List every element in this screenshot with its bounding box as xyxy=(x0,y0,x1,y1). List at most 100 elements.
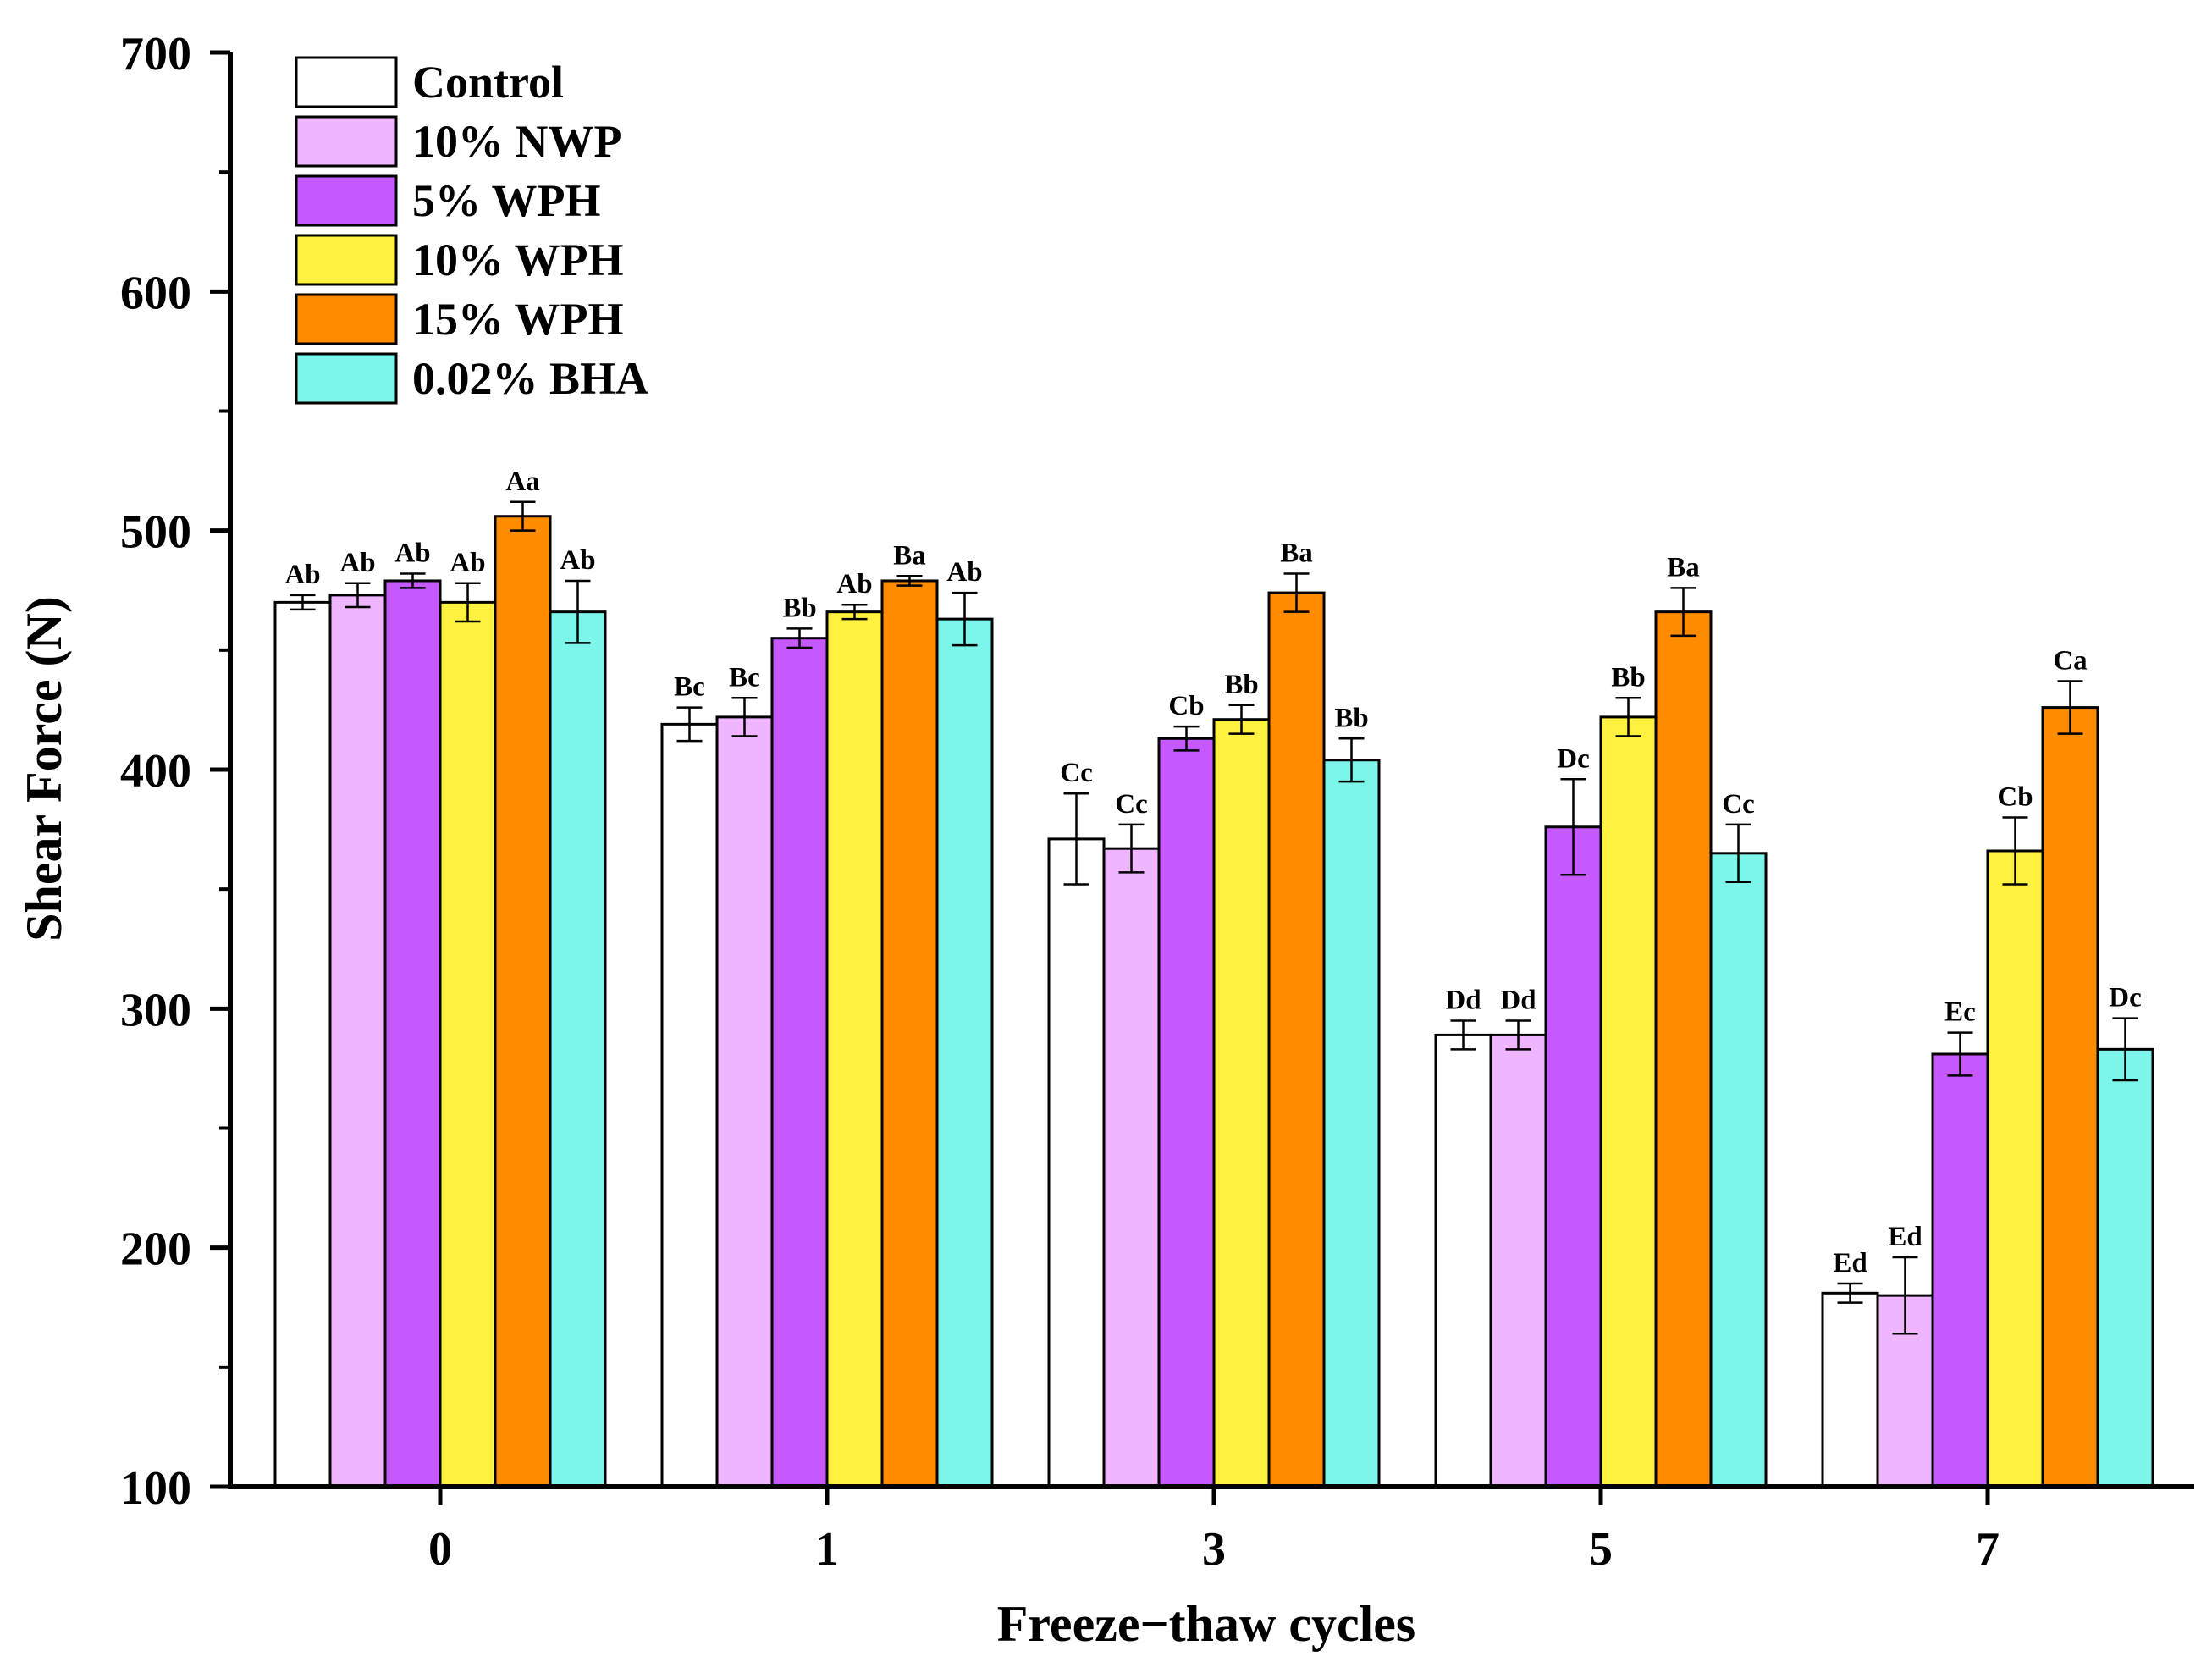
bar-0-02-bha-0 xyxy=(549,610,607,1488)
significance-label: Ed xyxy=(1833,1248,1867,1278)
significance-label: Ab xyxy=(339,548,375,578)
error-bar xyxy=(565,579,591,644)
significance-labels-layer: Ab Ab Ab Ab Aa Ab Bc Bc Bb Ab Ba Ab Cc Cc Cb Bb Ba Bb Dd Dd… xyxy=(284,467,2141,1278)
y-ticks: 100 200 300 400 500 600 700 xyxy=(120,28,230,1515)
x-axis-title: Freeze−thaw cycles xyxy=(997,1596,1416,1652)
significance-label: Dc xyxy=(1557,743,1589,774)
error-bar xyxy=(2057,680,2083,735)
significance-label: Bb xyxy=(1334,703,1368,733)
significance-label: Bc xyxy=(729,662,760,693)
significance-label: Dd xyxy=(1445,985,1481,1015)
significance-label: Ba xyxy=(1280,538,1313,568)
error-bar xyxy=(1228,704,1255,735)
significance-label: Ca xyxy=(2053,646,2087,676)
error-bar xyxy=(1505,1019,1531,1051)
significance-label: Dc xyxy=(2109,983,2141,1013)
legend-swatch xyxy=(295,174,398,227)
x-tick-label: 3 xyxy=(1202,1523,1226,1576)
error-bar xyxy=(1063,792,1089,886)
y-tick-label: 700 xyxy=(120,28,191,80)
significance-label: Ab xyxy=(394,538,430,568)
error-bar xyxy=(676,706,703,743)
bar-5-wph-7 xyxy=(1931,1052,1989,1488)
legend-label: 15% WPH xyxy=(412,294,624,345)
bar-10-wph-1 xyxy=(825,610,884,1488)
legend-swatch xyxy=(295,56,398,108)
significance-label: Dd xyxy=(1500,985,1536,1015)
error-bar xyxy=(1118,823,1145,874)
legend-swatch xyxy=(295,293,398,345)
x-tick-label: 0 xyxy=(428,1523,452,1576)
significance-label: Ab xyxy=(450,548,485,578)
error-bar xyxy=(1892,1256,1918,1335)
legend-label: 0.02% BHA xyxy=(412,353,648,404)
significance-label: Bb xyxy=(1224,670,1258,700)
bar-15-wph-3 xyxy=(1267,591,1326,1488)
bar-15-wph-7 xyxy=(2041,706,2099,1488)
bar-control-1 xyxy=(660,722,719,1488)
legend-swatch xyxy=(295,234,398,286)
bar-10-wph-5 xyxy=(1599,715,1658,1488)
bar-5-wph-5 xyxy=(1544,825,1602,1488)
bar-10-wph-7 xyxy=(1986,849,2044,1488)
bar-10-wph-0 xyxy=(439,600,497,1488)
significance-label: Aa xyxy=(505,467,539,497)
significance-label: Bb xyxy=(1611,662,1645,693)
significance-label: Cb xyxy=(1168,691,1204,721)
y-axis-title: Shear Force (N) xyxy=(16,596,72,941)
bar-15-wph-1 xyxy=(880,579,939,1488)
y-tick-label: 400 xyxy=(120,745,191,798)
bar-0-02-bha-5 xyxy=(1709,852,1768,1488)
bar-control-3 xyxy=(1047,837,1106,1488)
significance-label: Cb xyxy=(1997,781,2033,812)
error-bar xyxy=(510,500,536,532)
error-bar xyxy=(952,591,978,647)
significance-label: Cc xyxy=(1115,789,1147,820)
error-bar xyxy=(1615,697,1641,737)
significance-label: Ab xyxy=(284,560,320,590)
bar-5-wph-0 xyxy=(383,579,442,1488)
bar-control-7 xyxy=(1821,1291,1879,1488)
y-tick-label: 500 xyxy=(120,506,191,559)
error-bar xyxy=(1837,1282,1863,1304)
error-bar xyxy=(2002,816,2028,886)
legend-item: 15% WPH xyxy=(295,293,624,345)
bar-0-02-bha-3 xyxy=(1322,759,1381,1488)
legend-item: 5% WPH xyxy=(295,174,601,227)
y-tick-label: 600 xyxy=(120,267,191,319)
significance-label: Ab xyxy=(560,545,595,576)
legend-label: 5% WPH xyxy=(412,175,601,226)
bar-control-0 xyxy=(273,600,332,1488)
x-tick-label: 1 xyxy=(815,1523,839,1576)
bar-0-02-bha-7 xyxy=(2096,1047,2154,1488)
error-bar xyxy=(1283,572,1310,613)
error-bar xyxy=(1947,1031,1973,1077)
significance-label: Cc xyxy=(1060,758,1092,788)
bar-10-nwp-3 xyxy=(1102,847,1161,1488)
error-bar xyxy=(1670,587,1696,638)
error-bar xyxy=(290,594,316,611)
error-bar xyxy=(1725,823,1751,883)
legend-swatch xyxy=(295,352,398,405)
error-bar xyxy=(786,627,813,649)
bar-10-nwp-0 xyxy=(328,594,387,1488)
bar-10-nwp-5 xyxy=(1489,1033,1547,1488)
legend-item: 10% NWP xyxy=(295,115,621,168)
significance-label: Bc xyxy=(674,672,705,703)
x-ticks: 0 1 3 5 7 xyxy=(428,1487,2000,1576)
bar-control-5 xyxy=(1434,1033,1492,1488)
significance-label: Ba xyxy=(1667,552,1700,583)
significance-label: Ec xyxy=(1944,997,1976,1028)
legend-swatch xyxy=(295,115,398,168)
legend: Control 10% NWP 5% WPH 10% WPH 15% WPH 0.02% … xyxy=(295,56,648,405)
error-bar xyxy=(896,575,923,587)
bar-5-wph-3 xyxy=(1157,737,1216,1488)
y-tick-label: 100 xyxy=(120,1462,191,1515)
significance-label: Ba xyxy=(893,540,926,571)
error-bar xyxy=(731,697,758,737)
bars-layer xyxy=(273,515,2154,1488)
significance-label: Ab xyxy=(836,569,872,599)
y-tick-label: 300 xyxy=(120,984,191,1036)
significance-label: Ed xyxy=(1888,1222,1922,1252)
